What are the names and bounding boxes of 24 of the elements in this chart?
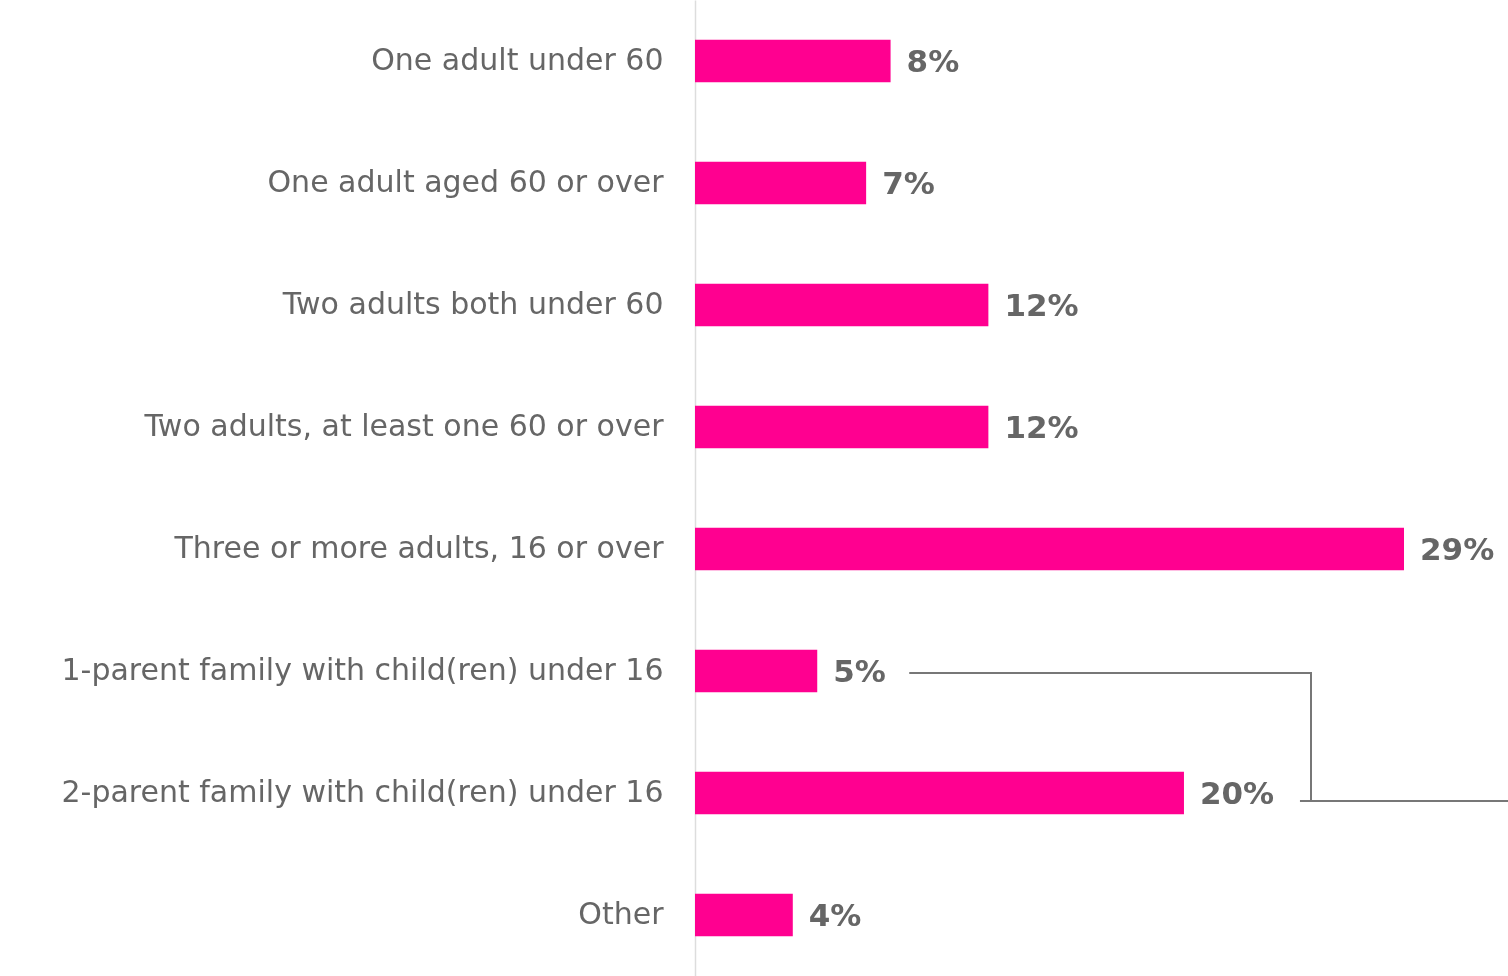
bar xyxy=(695,893,793,937)
bar xyxy=(695,161,867,205)
bar xyxy=(695,771,1184,815)
data-label: 7% xyxy=(882,165,935,201)
data-label: 29% xyxy=(1420,531,1495,567)
data-label: 5% xyxy=(833,653,886,689)
y-tick-label: 2-parent family with child(ren) under 16 xyxy=(61,774,664,809)
data-label: 12% xyxy=(1004,287,1079,323)
data-label: 20% xyxy=(1199,775,1275,811)
y-tick-label: 1-parent family with child(ren) under 16 xyxy=(61,652,664,687)
bar xyxy=(695,283,989,327)
y-tick-label: Other xyxy=(578,896,665,931)
data-label: 4% xyxy=(808,897,862,933)
y-tick-label: Two adults both under 60 xyxy=(281,286,664,321)
bar xyxy=(695,39,891,83)
bar xyxy=(695,527,1404,571)
data-label: 12% xyxy=(1004,409,1079,445)
y-tick-label: Three or more adults, 16 or over xyxy=(173,530,665,565)
y-tick-label: One adult under 60 xyxy=(371,42,664,77)
bar xyxy=(695,649,818,693)
data-label: 8% xyxy=(906,43,960,79)
y-tick-label: One adult aged 60 or over xyxy=(267,164,665,199)
y-tick-label: Two adults, at least one 60 or over xyxy=(143,408,665,443)
bar xyxy=(695,405,989,449)
